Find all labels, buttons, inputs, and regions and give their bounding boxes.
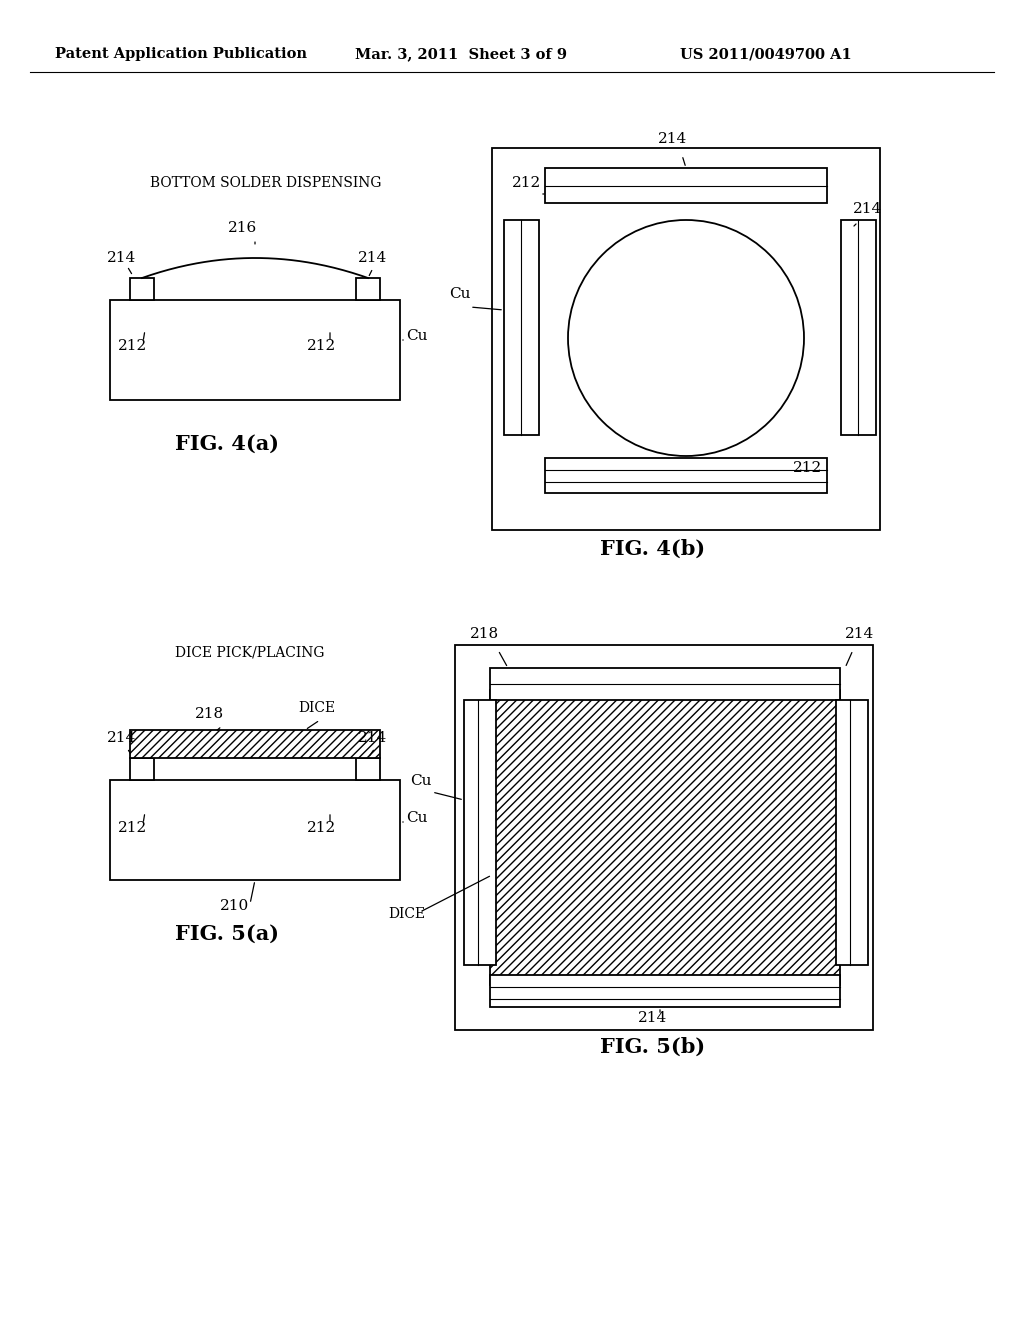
Text: 212: 212 bbox=[307, 821, 336, 836]
Bar bbox=[504, 220, 539, 436]
Bar bbox=[545, 168, 827, 203]
Text: 214: 214 bbox=[106, 731, 136, 744]
Bar bbox=[455, 645, 873, 1030]
Text: FIG. 4(b): FIG. 4(b) bbox=[600, 539, 706, 558]
Bar bbox=[492, 148, 880, 531]
Text: 214: 214 bbox=[845, 627, 874, 642]
Text: Cu: Cu bbox=[406, 810, 427, 825]
Text: 214: 214 bbox=[358, 251, 387, 265]
Bar bbox=[490, 668, 840, 700]
Text: FIG. 5(b): FIG. 5(b) bbox=[600, 1038, 706, 1057]
Text: DICE: DICE bbox=[298, 701, 335, 715]
Text: 216: 216 bbox=[228, 220, 257, 235]
Text: Patent Application Publication: Patent Application Publication bbox=[55, 48, 307, 61]
Text: US 2011/0049700 A1: US 2011/0049700 A1 bbox=[680, 48, 852, 61]
Bar bbox=[130, 758, 154, 780]
Text: FIG. 5(a): FIG. 5(a) bbox=[175, 924, 279, 944]
Text: 218: 218 bbox=[470, 627, 499, 642]
Bar bbox=[545, 458, 827, 492]
Text: Mar. 3, 2011  Sheet 3 of 9: Mar. 3, 2011 Sheet 3 of 9 bbox=[355, 48, 567, 61]
Text: Cu: Cu bbox=[449, 286, 470, 301]
Text: Cu: Cu bbox=[406, 329, 427, 343]
Text: 212: 212 bbox=[118, 821, 147, 836]
Text: DICE: DICE bbox=[388, 907, 425, 921]
Text: 212: 212 bbox=[512, 176, 542, 190]
Bar bbox=[110, 780, 400, 880]
Text: 212: 212 bbox=[793, 461, 822, 475]
Bar bbox=[110, 300, 400, 400]
Bar bbox=[356, 279, 380, 300]
Text: FIG. 4(a): FIG. 4(a) bbox=[175, 434, 279, 454]
Text: Cu: Cu bbox=[410, 774, 431, 788]
Bar bbox=[130, 279, 154, 300]
Text: BOTTOM SOLDER DISPENSING: BOTTOM SOLDER DISPENSING bbox=[150, 176, 382, 190]
Text: 212: 212 bbox=[307, 339, 336, 352]
Bar bbox=[464, 700, 496, 965]
Bar bbox=[836, 700, 868, 965]
Text: 210: 210 bbox=[220, 899, 249, 913]
Bar bbox=[356, 758, 380, 780]
Bar bbox=[841, 220, 876, 436]
Text: 212: 212 bbox=[118, 339, 147, 352]
Text: 214: 214 bbox=[658, 132, 687, 147]
Text: 218: 218 bbox=[195, 708, 224, 721]
Text: 214: 214 bbox=[853, 202, 883, 216]
Circle shape bbox=[568, 220, 804, 455]
Text: 214: 214 bbox=[638, 1011, 668, 1026]
Text: DICE PICK/PLACING: DICE PICK/PLACING bbox=[175, 645, 325, 660]
Bar bbox=[490, 975, 840, 1007]
Bar bbox=[490, 690, 840, 985]
Text: 214: 214 bbox=[106, 251, 136, 265]
Bar bbox=[130, 730, 380, 758]
Text: 214: 214 bbox=[358, 731, 387, 744]
